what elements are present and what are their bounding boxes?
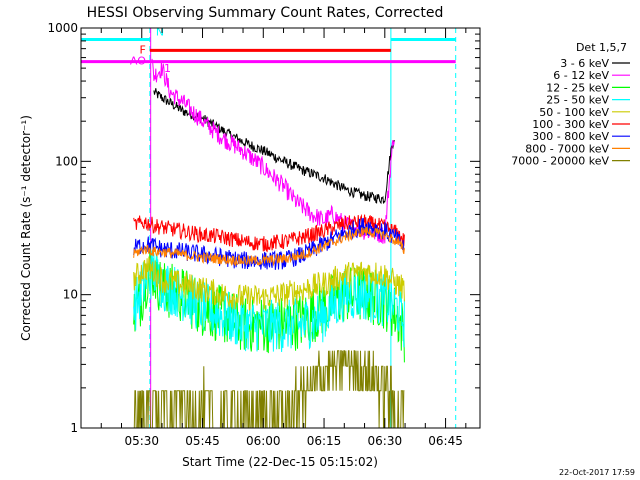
x-tick-label: 05:30 xyxy=(124,434,159,448)
legend-entry-label: 6 - 12 keV xyxy=(553,69,609,82)
x-tick-label: 06:30 xyxy=(368,434,403,448)
legend-title: Det 1,5,7 xyxy=(576,41,627,54)
y-axis-label: Corrected Count Rate (s⁻¹ detector⁻¹) xyxy=(19,115,33,341)
x-tick-label: 06:00 xyxy=(246,434,281,448)
state-bar-label: N xyxy=(156,25,164,38)
attenuator-state-label: 1 xyxy=(164,62,171,75)
legend-entry-label: 3 - 6 keV xyxy=(560,57,609,70)
legend-entry-label: 7000 - 20000 keV xyxy=(511,155,609,168)
y-axis-ticks: 1 10 100 1000 xyxy=(47,21,480,435)
legend-entry-label: 100 - 300 keV xyxy=(532,118,609,131)
state-bar-label: AO xyxy=(130,55,146,68)
y-tick-label: 1 xyxy=(70,421,78,435)
series-line-4 xyxy=(133,256,405,311)
x-axis-label: Start Time (22-Dec-15 05:15:02) xyxy=(182,455,378,469)
series-line-7 xyxy=(133,226,405,267)
legend-entry-label: 12 - 25 keV xyxy=(546,81,609,94)
series-line-0 xyxy=(153,88,395,205)
chart-title: HESSI Observing Summary Count Rates, Cor… xyxy=(87,5,444,21)
x-axis-ticks: 05:30 05:45 06:00 06:15 06:30 06:45 xyxy=(100,28,467,448)
x-tick-label: 06:15 xyxy=(307,434,342,448)
legend-entry-label: 300 - 800 keV xyxy=(532,130,609,143)
series-line-6 xyxy=(133,218,405,270)
timestamp: 22-Oct-2017 17:59 xyxy=(559,468,635,477)
plot-area xyxy=(81,28,480,428)
legend-entry-label: 25 - 50 keV xyxy=(546,94,609,107)
legend-entry-label: 800 - 7000 keV xyxy=(525,142,609,155)
axes xyxy=(80,27,481,429)
x-tick-label: 05:45 xyxy=(185,434,220,448)
state-bar-label: F xyxy=(140,43,146,56)
y-tick-label: 10 xyxy=(63,288,78,302)
x-tick-label: 06:45 xyxy=(428,434,463,448)
legend-entry-label: 50 - 100 keV xyxy=(539,106,609,119)
y-tick-label: 100 xyxy=(55,154,78,168)
y-tick-label: 1000 xyxy=(47,21,78,35)
